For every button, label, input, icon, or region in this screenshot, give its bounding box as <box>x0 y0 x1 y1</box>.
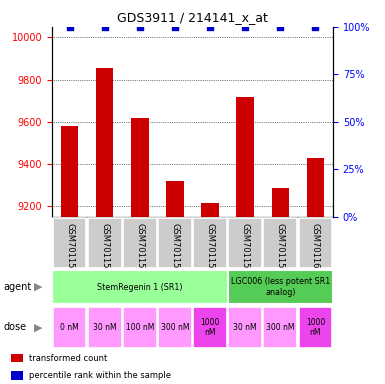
Text: 30 nM: 30 nM <box>93 323 117 332</box>
Text: GSM701158: GSM701158 <box>241 223 250 274</box>
Bar <box>131 118 149 217</box>
FancyBboxPatch shape <box>158 218 192 268</box>
Bar <box>236 96 254 217</box>
FancyBboxPatch shape <box>263 218 297 268</box>
Text: LGC006 (less potent SR1
analog): LGC006 (less potent SR1 analog) <box>231 277 330 297</box>
Text: 0 nM: 0 nM <box>60 323 79 332</box>
Text: agent: agent <box>4 282 32 292</box>
Text: GSM701160: GSM701160 <box>311 223 320 274</box>
Bar <box>12 371 23 379</box>
Text: GSM701156: GSM701156 <box>171 223 179 274</box>
FancyBboxPatch shape <box>228 270 333 304</box>
Bar <box>166 181 184 217</box>
FancyBboxPatch shape <box>228 218 262 268</box>
FancyBboxPatch shape <box>88 218 122 268</box>
Bar <box>61 126 78 217</box>
Point <box>172 24 178 30</box>
Point <box>312 24 318 30</box>
Text: 30 nM: 30 nM <box>233 323 257 332</box>
Text: ▶: ▶ <box>34 282 43 292</box>
Bar <box>307 158 324 217</box>
FancyBboxPatch shape <box>299 307 332 348</box>
FancyBboxPatch shape <box>193 307 227 348</box>
FancyBboxPatch shape <box>53 218 86 268</box>
Text: GSM701159: GSM701159 <box>276 223 285 274</box>
Text: 300 nM: 300 nM <box>161 323 189 332</box>
Bar <box>201 203 219 217</box>
Bar <box>96 68 114 217</box>
FancyBboxPatch shape <box>193 218 227 268</box>
FancyBboxPatch shape <box>53 307 86 348</box>
Point <box>277 24 283 30</box>
FancyBboxPatch shape <box>299 218 332 268</box>
Text: ▶: ▶ <box>34 322 43 333</box>
Point <box>207 24 213 30</box>
Text: 1000
nM: 1000 nM <box>200 318 220 337</box>
Text: StemRegenin 1 (SR1): StemRegenin 1 (SR1) <box>97 283 182 291</box>
Point <box>137 24 143 30</box>
FancyBboxPatch shape <box>52 270 228 304</box>
FancyBboxPatch shape <box>158 307 192 348</box>
Text: transformed count: transformed count <box>28 354 107 362</box>
FancyBboxPatch shape <box>123 218 157 268</box>
Title: GDS3911 / 214141_x_at: GDS3911 / 214141_x_at <box>117 11 268 24</box>
Text: GSM701154: GSM701154 <box>100 223 109 274</box>
FancyBboxPatch shape <box>123 307 157 348</box>
Point <box>102 24 108 30</box>
Text: 100 nM: 100 nM <box>126 323 154 332</box>
Text: GSM701155: GSM701155 <box>135 223 144 274</box>
Text: GSM701153: GSM701153 <box>65 223 74 274</box>
FancyBboxPatch shape <box>88 307 122 348</box>
Text: dose: dose <box>4 322 27 333</box>
Text: GSM701157: GSM701157 <box>206 223 214 274</box>
Bar <box>12 354 23 362</box>
FancyBboxPatch shape <box>263 307 297 348</box>
Text: 1000
nM: 1000 nM <box>306 318 325 337</box>
Text: 300 nM: 300 nM <box>266 323 295 332</box>
FancyBboxPatch shape <box>228 307 262 348</box>
Point <box>67 24 73 30</box>
Text: percentile rank within the sample: percentile rank within the sample <box>28 371 171 380</box>
Point <box>242 24 248 30</box>
Bar <box>271 189 289 217</box>
